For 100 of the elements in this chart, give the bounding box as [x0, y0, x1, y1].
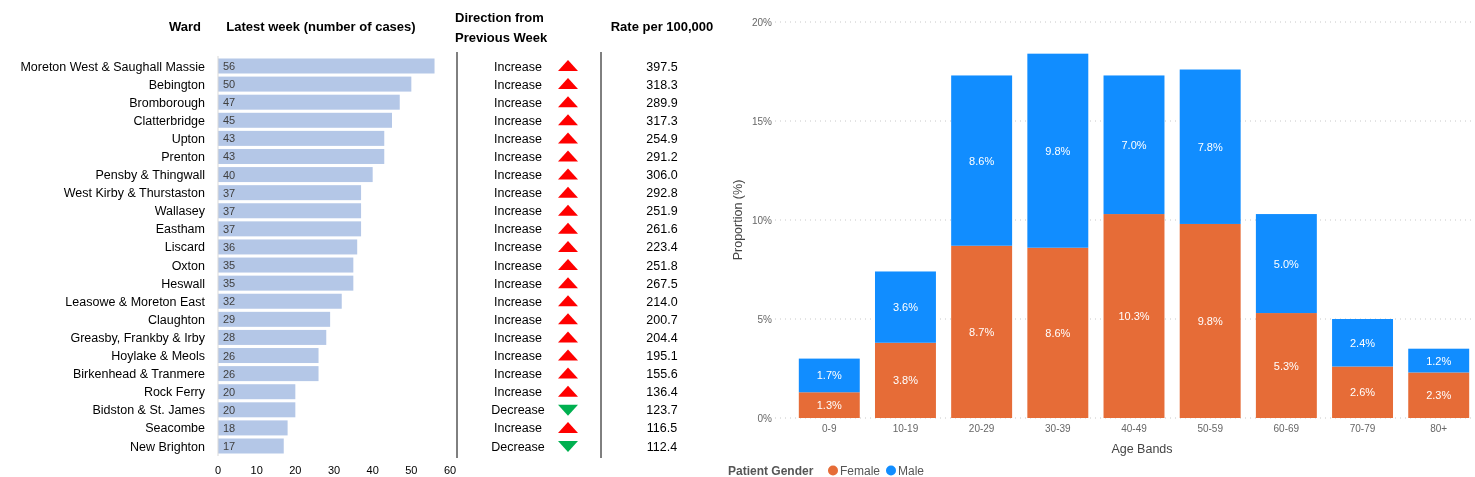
- x-tick-label: 50: [405, 464, 418, 476]
- data-label: 254.9: [646, 131, 678, 146]
- category-label: Increase: [494, 59, 543, 74]
- category-label: Increase: [494, 95, 543, 110]
- x-tick-label: 10: [250, 464, 263, 476]
- y-tick-label: 15%: [751, 116, 773, 127]
- y-tick-label: 10%: [751, 215, 773, 226]
- category-label: Increase: [494, 367, 543, 382]
- data-label: 43: [223, 132, 236, 145]
- category-label: Increase: [494, 349, 543, 364]
- bar: [874, 342, 936, 418]
- y-tick-label: Bromborough: [129, 95, 206, 110]
- legend-label: Female: [840, 464, 881, 477]
- data-label: 123.7: [646, 403, 678, 418]
- bar: [218, 58, 435, 74]
- data-label: 155.6: [646, 367, 678, 382]
- bar: [218, 402, 296, 418]
- y-tick-label: 20%: [751, 17, 773, 28]
- bar: [218, 130, 385, 146]
- y-tick-label: Liscard: [164, 240, 206, 255]
- category-label: Decrease: [491, 403, 545, 418]
- data-label: 43: [223, 150, 236, 163]
- text: Rate per 100,000: [610, 19, 714, 34]
- data-label: 20: [223, 403, 236, 416]
- x-tick-label: 60-69: [1273, 423, 1300, 434]
- data-label: 8.6%: [1045, 326, 1071, 339]
- bar: [218, 311, 331, 327]
- data-label: 3.6%: [892, 301, 919, 314]
- data-label: 35: [223, 259, 236, 272]
- y-tick-label: West Kirby & Thurstaston: [63, 186, 206, 201]
- data-label: 1.3%: [816, 399, 843, 412]
- y-tick-label: Pensby & Thingwall: [95, 168, 205, 183]
- category-label: Increase: [494, 149, 543, 164]
- data-label: 56: [223, 60, 236, 72]
- x-tick-label: 60: [443, 464, 457, 476]
- data-label: 8.7%: [969, 325, 995, 338]
- category-label: Increase: [494, 276, 543, 291]
- data-label: 251.9: [646, 204, 678, 219]
- bar: [218, 293, 342, 309]
- category-label: Increase: [494, 77, 543, 92]
- y-tick-label: Leasowe & Moreton East: [65, 294, 206, 309]
- data-label: 116.5: [646, 421, 678, 436]
- category-label: Increase: [494, 421, 543, 436]
- y-tick-label: Upton: [171, 131, 206, 146]
- bar: [1179, 223, 1241, 418]
- data-label: 47: [223, 96, 236, 109]
- data-label: 36: [223, 240, 236, 253]
- y-tick-label: Prenton: [161, 149, 206, 164]
- data-label: 261.6: [646, 222, 678, 237]
- x-tick-label: 30: [327, 464, 341, 476]
- data-label: 214.0: [646, 294, 678, 309]
- bar: [1027, 247, 1089, 418]
- data-label: 35: [223, 277, 236, 290]
- bar: [1103, 214, 1165, 418]
- data-label: 26: [223, 349, 236, 362]
- data-label: 50: [223, 78, 236, 91]
- bar: [218, 366, 319, 382]
- data-label: 40: [223, 168, 236, 181]
- x-tick-label: 20: [289, 464, 302, 476]
- category-label: Increase: [494, 222, 543, 237]
- category-label: Increase: [494, 258, 543, 273]
- bar: [218, 438, 284, 454]
- data-label: 267.5: [646, 276, 678, 291]
- y-axis-title: Proportion (%): [731, 179, 745, 261]
- data-label: 7.8%: [1197, 140, 1223, 153]
- y-tick-label: Seacombe: [145, 421, 206, 436]
- bar: [1332, 319, 1394, 367]
- y-tick-label: Clatterbridge: [133, 113, 206, 128]
- bar: [218, 348, 319, 364]
- data-label: 200.7: [646, 312, 678, 327]
- y-tick-label: Oxton: [171, 258, 206, 273]
- x-tick-label: 30-39: [1045, 423, 1072, 434]
- bar: [218, 94, 400, 110]
- bar: [951, 245, 1013, 418]
- bar: [1255, 214, 1317, 314]
- data-label: 2.6%: [1350, 386, 1376, 399]
- x-tick-label: 10-19: [892, 423, 919, 434]
- bar: [798, 392, 860, 418]
- data-label: 2.4%: [1350, 336, 1376, 349]
- data-label: 10.3%: [1118, 310, 1150, 323]
- data-label: 136.4: [646, 385, 678, 400]
- category-label: Increase: [494, 186, 543, 201]
- y-tick-label: 5%: [757, 314, 773, 325]
- y-tick-label: Bidston & St. James: [92, 403, 205, 418]
- data-label: 17: [223, 440, 236, 452]
- bar: [1408, 372, 1470, 418]
- bar: [1027, 53, 1089, 248]
- y-tick-label: Wallasey: [154, 204, 206, 219]
- data-label: 7.0%: [1121, 138, 1147, 151]
- data-label: 195.1: [646, 349, 678, 364]
- bar: [1255, 313, 1317, 418]
- data-label: 291.2: [646, 149, 678, 164]
- x-tick-label: 0: [214, 464, 222, 476]
- data-label: 20: [223, 385, 236, 398]
- x-tick-label: 0-9: [822, 423, 837, 434]
- data-label: 8.6%: [969, 154, 995, 167]
- data-label: 112.4: [646, 439, 678, 454]
- data-label: 26: [223, 367, 236, 380]
- y-tick-label: Greasby, Frankby & Irby: [70, 330, 206, 345]
- y-tick-label: 0%: [757, 413, 773, 424]
